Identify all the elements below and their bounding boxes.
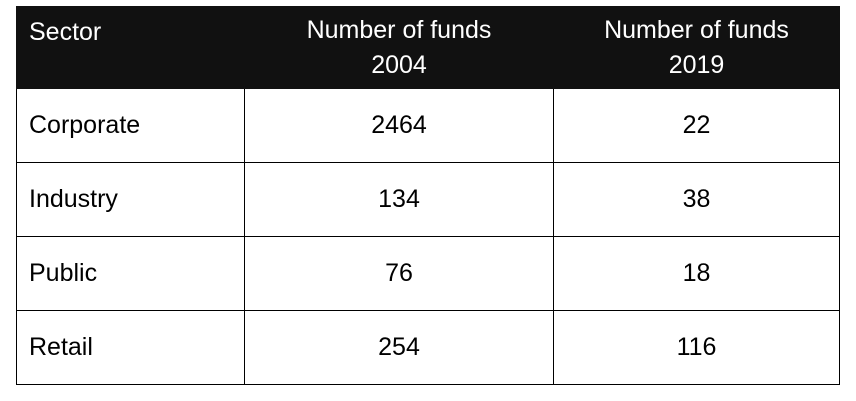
funds-2004-cell: 2464 — [244, 88, 554, 163]
table-row: Public 76 18 — [16, 236, 840, 311]
header-row: Sector Number of funds 2004 Number of fu… — [16, 6, 840, 89]
funds-2019-cell: 116 — [553, 310, 840, 385]
table-row: Industry 134 38 — [16, 162, 840, 237]
table-row: Corporate 2464 22 — [16, 88, 840, 163]
sector-cell: Corporate — [16, 88, 245, 163]
header-funds-2004: Number of funds 2004 — [244, 6, 554, 89]
funds-2004-cell: 76 — [244, 236, 554, 311]
funds-2004-cell: 134 — [244, 162, 554, 237]
header-sector: Sector — [16, 6, 245, 89]
sector-cell: Retail — [16, 310, 245, 385]
sector-cell: Industry — [16, 162, 245, 237]
funds-2019-cell: 22 — [553, 88, 840, 163]
funds-2004-cell: 254 — [244, 310, 554, 385]
header-funds-2019-line2: 2019 — [668, 50, 725, 79]
funds-table: Sector Number of funds 2004 Number of fu… — [16, 6, 840, 385]
table-body: Corporate 2464 22 Industry 134 38 Public… — [16, 88, 840, 385]
sector-cell: Public — [16, 236, 245, 311]
header-funds-2004-line2: 2004 — [371, 50, 427, 79]
funds-2019-cell: 38 — [553, 162, 840, 237]
header-sector-label: Sector — [29, 18, 102, 46]
header-funds-2019-line1: Number of funds — [604, 15, 789, 44]
funds-2019-cell: 18 — [553, 236, 840, 311]
table-row: Retail 254 116 — [16, 310, 840, 385]
header-funds-2004-line1: Number of funds — [306, 15, 492, 44]
table-header: Sector Number of funds 2004 Number of fu… — [16, 6, 840, 89]
header-funds-2019: Number of funds 2019 — [553, 6, 840, 89]
